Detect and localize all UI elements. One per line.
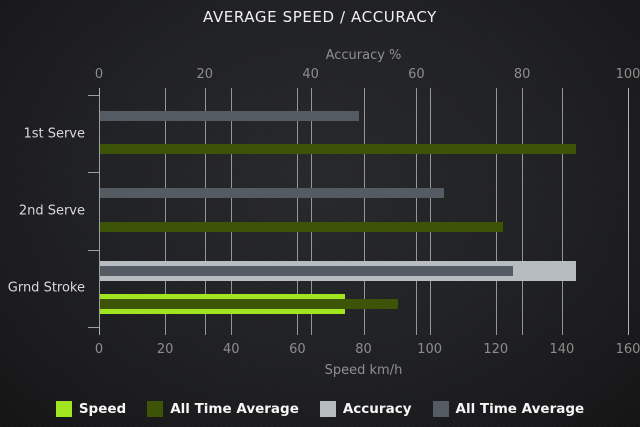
speed-gridline	[363, 88, 365, 335]
category-label: Grnd Stroke	[7, 280, 85, 296]
bottom-axis-tick-label: 0	[94, 342, 104, 357]
accuracy-gridline	[522, 88, 524, 335]
legend-item-accuracy-all-time-average: All Time Average	[432, 401, 585, 417]
accuracy-swatch-icon	[319, 401, 336, 417]
bar-speed-all-time-average	[100, 298, 398, 309]
category-label: 1st Serve	[23, 126, 85, 142]
legend-label: Speed	[78, 401, 127, 417]
accuracy-gridline	[416, 88, 418, 335]
bar-accuracy-all-time-average	[100, 110, 360, 121]
top-axis-title: Accuracy %	[325, 48, 402, 63]
legend-item-speed-all-time-average: All Time Average	[147, 401, 299, 417]
top-axis-tick-label: 20	[196, 67, 214, 82]
legend-label: Accuracy	[342, 401, 412, 417]
bottom-axis-tick-label: 80	[355, 342, 372, 357]
bottom-axis-tick-label: 60	[289, 342, 306, 357]
category-boundary-tick	[88, 95, 99, 96]
speed-gridline	[165, 88, 167, 335]
category-label: 2nd Serve	[18, 203, 85, 219]
accuracy-average-swatch-icon	[432, 401, 449, 417]
top-axis-tick-label: 100	[615, 67, 640, 82]
legend-item-accuracy: Accuracy	[319, 401, 412, 417]
chart-title: AVERAGE SPEED / ACCURACY	[203, 8, 437, 26]
bottom-axis-tick-label: 20	[156, 342, 174, 357]
bottom-axis-tick-label: 160	[615, 342, 640, 357]
top-axis-tick-label: 0	[94, 67, 104, 82]
top-axis-tick-label: 40	[302, 67, 319, 82]
bar-speed-all-time-average	[100, 144, 577, 155]
accuracy-gridline	[310, 88, 312, 335]
category-boundary-tick	[88, 249, 99, 251]
speed-gridline	[297, 88, 299, 335]
bottom-axis-tick-label: 140	[549, 342, 575, 357]
bar-speed-all-time-average	[100, 221, 504, 232]
accuracy-gridline	[204, 88, 206, 335]
speed-average-swatch-icon	[147, 401, 164, 417]
speed-gridline	[561, 88, 563, 335]
legend-label: All Time Average	[455, 401, 585, 417]
top-axis-tick-label: 60	[408, 67, 425, 82]
bar-accuracy-all-time-average	[100, 188, 444, 199]
legend-label: All Time Average	[170, 401, 299, 417]
bar-accuracy-all-time-average	[100, 265, 513, 276]
speed-swatch-icon	[55, 401, 72, 417]
legend-item-speed: Speed	[55, 401, 127, 417]
speed-gridline	[628, 88, 629, 335]
speed-gridline	[495, 88, 497, 335]
chart-legend: Speed All Time Average Accuracy All Time…	[0, 397, 640, 421]
bottom-axis-tick-label: 100	[417, 342, 443, 357]
category-boundary-tick	[88, 327, 99, 328]
left-axis-line	[99, 95, 100, 327]
speed-gridline	[429, 88, 431, 335]
speed-gridline	[231, 88, 233, 335]
bottom-axis-title: Speed km/h	[324, 363, 403, 378]
category-boundary-tick	[88, 172, 99, 174]
top-axis-tick-label: 80	[513, 67, 531, 82]
bottom-axis-tick-label: 120	[483, 342, 509, 357]
bottom-axis-tick-label: 40	[223, 342, 240, 357]
